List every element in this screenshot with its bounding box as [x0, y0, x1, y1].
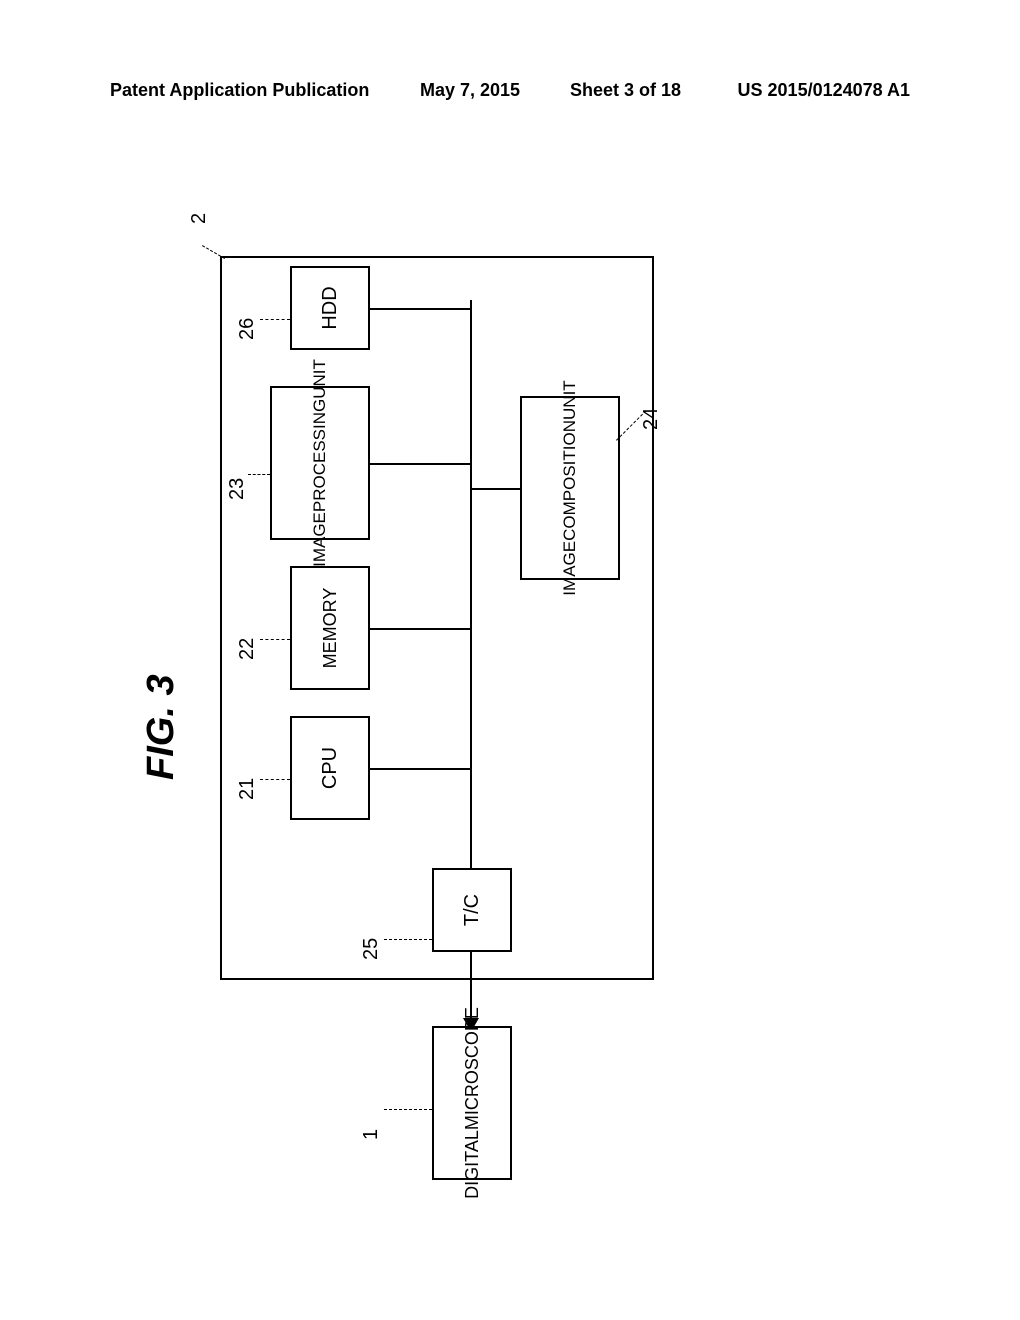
- lead-tc: [384, 939, 432, 940]
- ref-digital-microscope: 1: [360, 1129, 383, 1140]
- ref-memory: 22: [236, 638, 259, 660]
- block-cpu: CPU: [290, 716, 370, 820]
- block-image-processing-unit: IMAGEPROCESSINGUNIT: [270, 386, 370, 540]
- figure-3-diagram: FIG. 32DIGITALMICROSCOPE1T/C25CPU21MEMOR…: [140, 230, 700, 1200]
- ref-tc: 25: [360, 938, 383, 960]
- lead-hdd: [260, 319, 290, 320]
- ref-hdd: 26: [236, 318, 259, 340]
- bus-drop-hdd: [366, 308, 470, 310]
- block-hdd: HDD: [290, 266, 370, 350]
- block-digital-microscope: DIGITALMICROSCOPE: [432, 1026, 512, 1180]
- figure-rotated-wrapper: FIG. 32DIGITALMICROSCOPE1T/C25CPU21MEMOR…: [140, 230, 900, 990]
- bus-drop-image-processing-unit: [366, 463, 470, 465]
- ref-cpu: 21: [236, 778, 259, 800]
- block-tc: T/C: [432, 868, 512, 952]
- bus-drop-memory: [366, 628, 470, 630]
- header-number: US 2015/0124078 A1: [738, 80, 910, 101]
- ref-2-lead: [202, 245, 225, 259]
- lead-memory: [260, 639, 290, 640]
- ref-image-processing-unit: 23: [226, 478, 249, 500]
- header-date: May 7, 2015: [420, 80, 520, 101]
- header-sheet: Sheet 3 of 18: [570, 80, 681, 101]
- internal-bus: [470, 300, 472, 930]
- ref-2: 2: [188, 213, 211, 224]
- lead-image-processing-unit: [248, 474, 270, 475]
- bus-drop-cpu: [366, 768, 470, 770]
- lead-digital-microscope: [384, 1109, 432, 1110]
- block-image-composition-unit: IMAGECOMPOSITIONUNIT: [520, 396, 620, 580]
- bus-drop-image-composition-unit: [470, 488, 520, 490]
- figure-title: FIG. 3: [140, 674, 183, 780]
- block-memory: MEMORY: [290, 566, 370, 690]
- header-publication: Patent Application Publication: [110, 80, 369, 101]
- lead-cpu: [260, 779, 290, 780]
